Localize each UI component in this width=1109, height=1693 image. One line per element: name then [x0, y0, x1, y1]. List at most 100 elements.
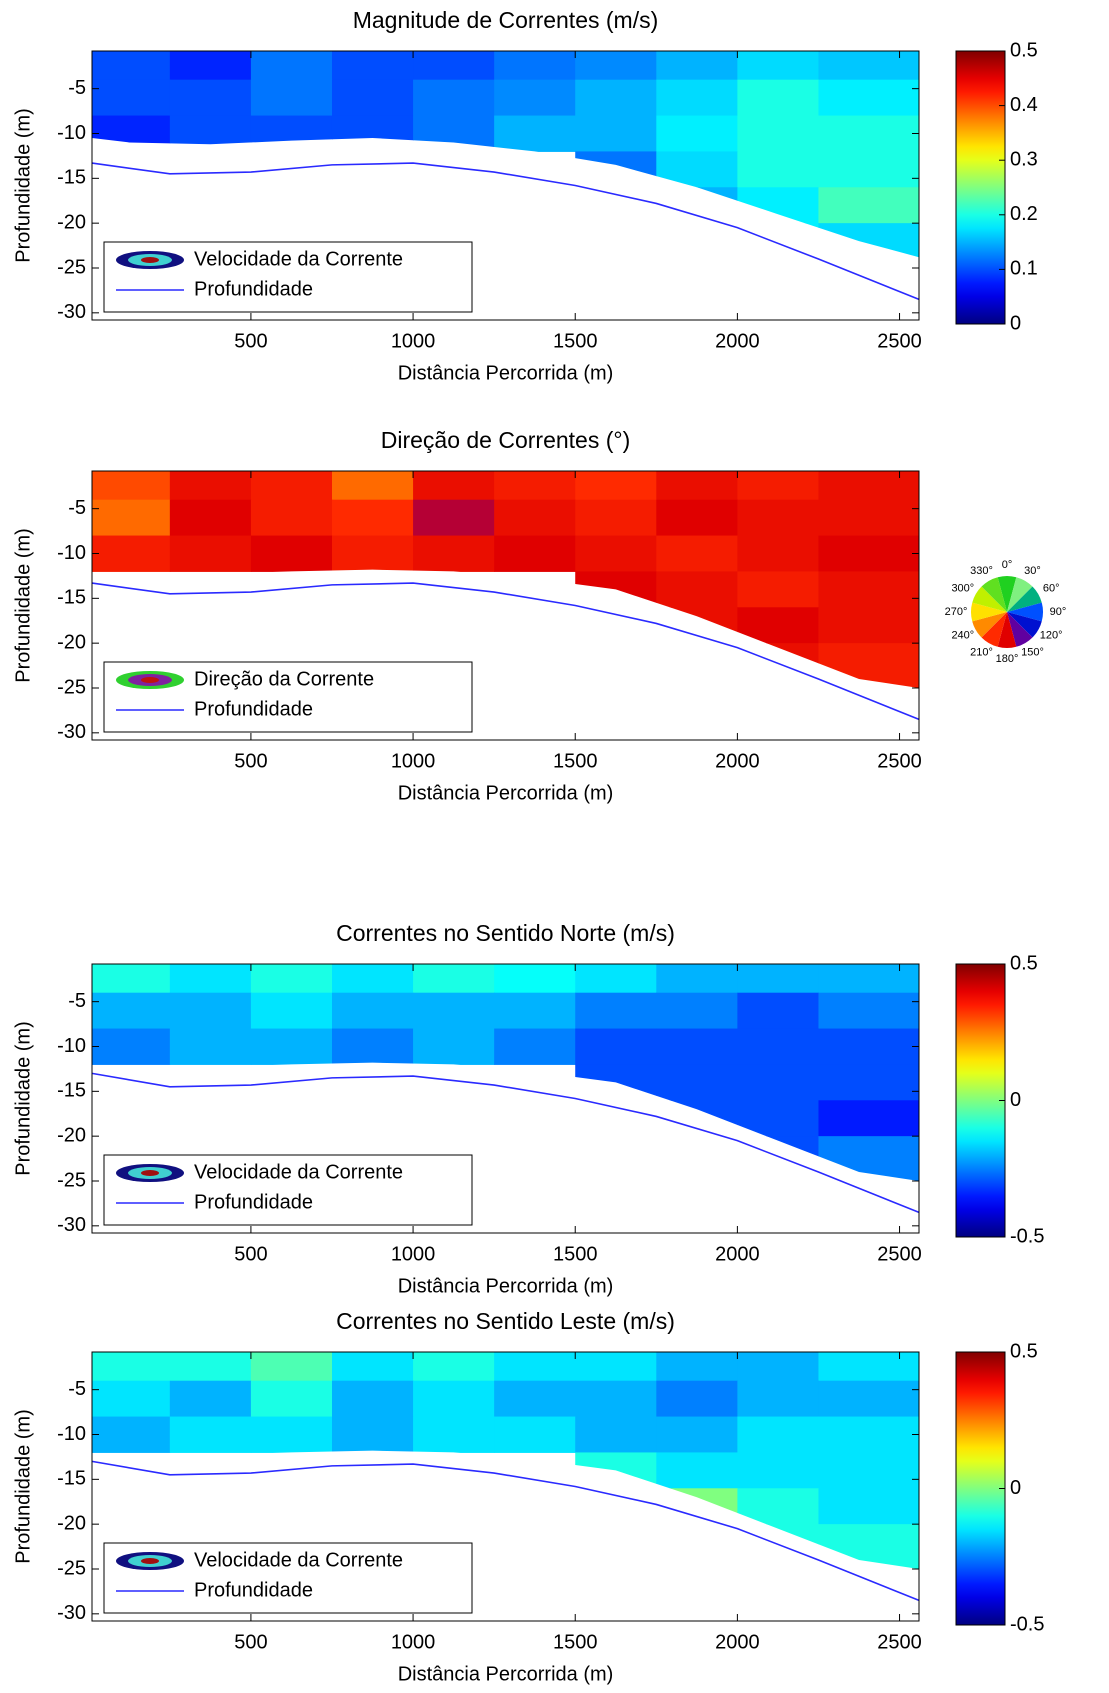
- cell: [331, 115, 414, 152]
- axes-frame: [91, 963, 920, 1234]
- cell: [92, 471, 171, 501]
- cell: [818, 223, 919, 258]
- cell: [331, 79, 414, 117]
- cell: [818, 499, 919, 537]
- cell: [656, 571, 738, 608]
- cell: [413, 1416, 495, 1453]
- axes-frame: [91, 470, 920, 741]
- x-tick-label: 2500: [877, 330, 922, 352]
- x-axis-label: Distância Percorrida (m): [398, 1663, 614, 1685]
- cell: [413, 471, 495, 501]
- cell: [92, 1028, 171, 1065]
- legend-label: Profundidade: [194, 698, 313, 720]
- cell: [92, 115, 171, 152]
- y-axis-label: Profundidade (m): [12, 1409, 34, 1564]
- y-tick-label: -20: [57, 631, 86, 653]
- x-tick-label: 1500: [553, 750, 598, 772]
- wheel-label: 300°: [951, 582, 974, 594]
- cell: [250, 79, 333, 117]
- legend: Velocidade da Corrente Profundidade: [103, 1542, 473, 1614]
- colorbar-tick-label: 0: [1010, 1089, 1021, 1111]
- cell: [656, 535, 738, 572]
- cell: [169, 471, 252, 501]
- legend: Direção da Corrente Profundidade: [103, 661, 473, 733]
- cell: [331, 1380, 414, 1418]
- cell: [494, 79, 576, 117]
- cell: [737, 1452, 819, 1489]
- legend-icon: [141, 677, 159, 683]
- cell: [331, 471, 414, 501]
- cell: [737, 964, 819, 994]
- cell: [92, 964, 171, 994]
- legend-icon: [141, 1170, 159, 1176]
- wheel-sector: [1007, 612, 1033, 647]
- field: [92, 1352, 919, 1569]
- wheel-sector: [1007, 577, 1033, 612]
- cell: [737, 187, 819, 224]
- cell: [250, 992, 333, 1030]
- y-tick-label: -25: [57, 256, 86, 278]
- cell: [575, 1028, 657, 1065]
- x-tick-label: 1000: [391, 1243, 436, 1265]
- cell: [737, 1380, 819, 1418]
- legend-label: Direção da Corrente: [194, 668, 374, 690]
- colorbar-tick-label: 0.5: [1010, 952, 1038, 974]
- wheel-label: 330°: [970, 565, 993, 577]
- y-axis-label: Profundidade (m): [12, 1021, 34, 1176]
- y-tick-label: -10: [57, 122, 86, 144]
- y-tick-label: -30: [57, 1214, 86, 1236]
- x-axis-label: Distância Percorrida (m): [398, 782, 614, 804]
- legend-box: [103, 1154, 473, 1226]
- y-tick-label: -5: [68, 497, 86, 519]
- wheel-label: 180°: [996, 653, 1019, 665]
- x-tick-label: 500: [234, 330, 267, 352]
- cell: [818, 535, 919, 572]
- x-tick-label: 500: [234, 1243, 267, 1265]
- wheel-label: 0°: [1002, 559, 1013, 571]
- cell: [818, 151, 919, 188]
- legend-label: Profundidade: [194, 1191, 313, 1213]
- legend: Velocidade da Corrente Profundidade: [103, 1154, 473, 1226]
- cell: [818, 1416, 919, 1453]
- cell: [818, 115, 919, 152]
- cell: [494, 115, 576, 152]
- y-tick-label: -30: [57, 1602, 86, 1624]
- cell: [413, 79, 495, 117]
- x-tick-label: 2500: [877, 750, 922, 772]
- chart-title: Correntes no Sentido Norte (m/s): [336, 920, 675, 946]
- cell: [169, 1416, 252, 1453]
- cell: [250, 1416, 333, 1453]
- cell: [331, 51, 414, 81]
- wheel-sector: [1007, 602, 1043, 622]
- cell: [818, 992, 919, 1030]
- x-tick-label: 1000: [391, 330, 436, 352]
- y-tick-label: -15: [57, 587, 86, 609]
- wheel-sector: [997, 612, 1017, 648]
- depth-line: [91, 1072, 920, 1214]
- cell: [818, 964, 919, 994]
- cell: [656, 992, 738, 1030]
- x-tick-label: 2000: [715, 750, 760, 772]
- cell: [250, 499, 333, 537]
- cell: [737, 1416, 819, 1453]
- x-tick-label: 2500: [877, 1243, 922, 1265]
- wheel-label: 150°: [1021, 647, 1044, 659]
- cell: [169, 499, 252, 537]
- cell: [737, 607, 819, 644]
- cell: [656, 1352, 738, 1382]
- cell: [92, 1416, 171, 1453]
- y-tick-label: -5: [68, 1378, 86, 1400]
- cell: [575, 51, 657, 81]
- cell: [92, 499, 171, 537]
- cell: [818, 607, 919, 644]
- cell: [413, 499, 495, 537]
- cell: [169, 115, 252, 152]
- legend-label: Profundidade: [194, 278, 313, 300]
- chart-title: Correntes no Sentido Leste (m/s): [336, 1308, 675, 1334]
- y-tick-label: -30: [57, 721, 86, 743]
- cell: [250, 964, 333, 994]
- y-tick-label: -20: [57, 1124, 86, 1146]
- cell: [656, 115, 738, 152]
- cell: [494, 471, 576, 501]
